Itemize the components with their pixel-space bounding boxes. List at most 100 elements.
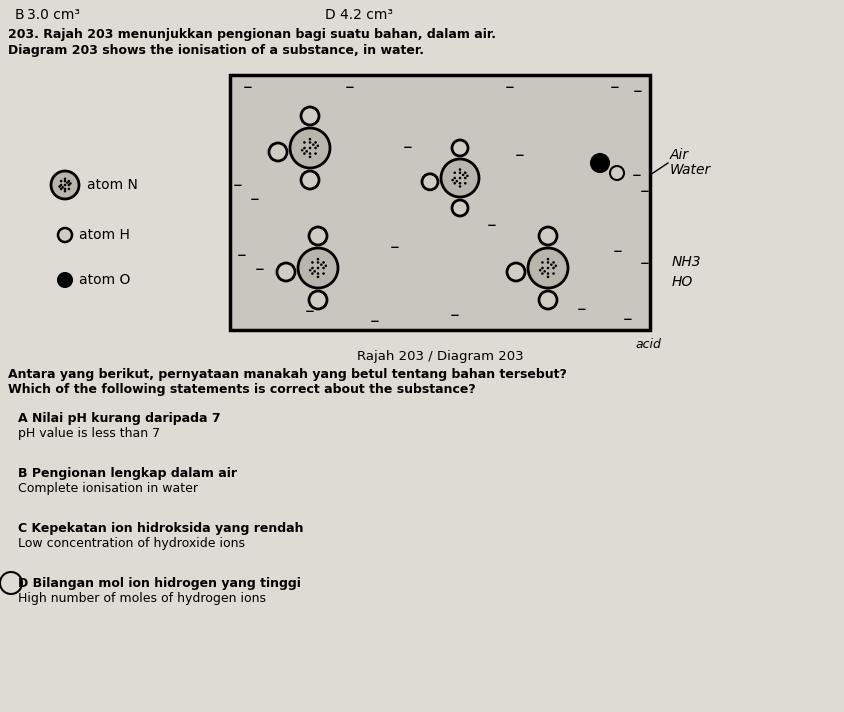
Circle shape <box>546 272 549 275</box>
Circle shape <box>458 185 461 188</box>
Text: −: − <box>632 85 642 98</box>
Circle shape <box>69 182 72 184</box>
Text: −: − <box>243 81 252 95</box>
Circle shape <box>311 261 313 263</box>
Circle shape <box>546 276 549 278</box>
Circle shape <box>305 150 307 152</box>
Circle shape <box>314 152 316 155</box>
Text: −: − <box>450 310 459 323</box>
Text: Antara yang berikut, pernyataan manakah yang betul tentang bahan tersebut?: Antara yang berikut, pernyataan manakah … <box>8 368 566 381</box>
Circle shape <box>452 140 468 156</box>
Circle shape <box>63 190 66 192</box>
Text: D Bilangan mol ion hidrogen yang tinggi: D Bilangan mol ion hidrogen yang tinggi <box>18 577 300 590</box>
Circle shape <box>63 187 66 190</box>
Text: Water: Water <box>669 163 711 177</box>
Circle shape <box>455 180 457 182</box>
Text: −: − <box>237 248 246 261</box>
Circle shape <box>58 228 72 242</box>
Circle shape <box>466 174 468 177</box>
Circle shape <box>543 270 545 273</box>
Circle shape <box>538 291 556 309</box>
Circle shape <box>506 263 524 281</box>
Text: atom H: atom H <box>78 228 130 242</box>
Circle shape <box>63 180 66 182</box>
Circle shape <box>60 180 62 182</box>
Circle shape <box>308 141 311 144</box>
Circle shape <box>528 248 567 288</box>
Text: −: − <box>390 241 399 254</box>
Circle shape <box>308 147 311 150</box>
Circle shape <box>314 147 316 150</box>
Circle shape <box>458 172 461 174</box>
Text: A Nilai pH kurang daripada 7: A Nilai pH kurang daripada 7 <box>18 412 220 425</box>
Text: −: − <box>255 263 265 276</box>
Circle shape <box>308 152 311 155</box>
Text: atom N: atom N <box>87 178 138 192</box>
Circle shape <box>554 264 556 267</box>
Circle shape <box>609 166 623 180</box>
Text: −: − <box>403 142 413 155</box>
Circle shape <box>311 143 314 146</box>
Text: C Kepekatan ion hidroksida yang rendah: C Kepekatan ion hidroksida yang rendah <box>18 522 303 535</box>
Bar <box>230 75 649 330</box>
Circle shape <box>68 187 70 190</box>
Text: −: − <box>505 80 514 93</box>
Text: −: − <box>515 149 524 162</box>
Circle shape <box>68 184 70 187</box>
Text: atom O: atom O <box>78 273 130 287</box>
Circle shape <box>453 177 456 179</box>
Circle shape <box>298 248 338 288</box>
Text: HO: HO <box>671 275 692 289</box>
Circle shape <box>316 261 319 263</box>
Circle shape <box>63 177 66 180</box>
Circle shape <box>452 200 468 216</box>
Text: −: − <box>370 315 380 328</box>
Text: High number of moles of hydrogen ions: High number of moles of hydrogen ions <box>18 592 266 605</box>
Circle shape <box>63 184 66 187</box>
Circle shape <box>316 258 319 261</box>
Circle shape <box>308 156 311 158</box>
Circle shape <box>549 263 552 266</box>
Circle shape <box>540 261 543 263</box>
Circle shape <box>309 227 327 245</box>
Circle shape <box>552 261 555 263</box>
Circle shape <box>66 182 68 184</box>
Text: −: − <box>486 219 496 231</box>
Circle shape <box>300 171 319 189</box>
Circle shape <box>540 272 543 275</box>
Circle shape <box>458 168 461 171</box>
Circle shape <box>322 261 324 263</box>
Text: −: − <box>233 179 243 192</box>
Text: −: − <box>305 305 315 318</box>
Text: Air: Air <box>669 148 689 162</box>
Circle shape <box>313 270 316 273</box>
Text: Rajah 203 / Diagram 203: Rajah 203 / Diagram 203 <box>356 350 522 363</box>
Text: −: − <box>639 256 649 270</box>
Circle shape <box>546 267 549 269</box>
Text: 4.2 cm³: 4.2 cm³ <box>339 8 392 22</box>
Text: −: − <box>631 169 641 182</box>
Circle shape <box>309 291 327 309</box>
Circle shape <box>451 179 453 182</box>
Circle shape <box>322 272 324 275</box>
Text: pH value is less than 7: pH value is less than 7 <box>18 427 160 440</box>
Text: −: − <box>609 81 619 95</box>
Text: −: − <box>639 186 649 199</box>
Circle shape <box>540 267 543 269</box>
Text: −: − <box>576 303 587 317</box>
Circle shape <box>289 128 330 168</box>
Circle shape <box>268 143 287 161</box>
Circle shape <box>311 267 313 269</box>
Circle shape <box>316 276 319 278</box>
Text: −: − <box>613 246 622 258</box>
Text: NH3: NH3 <box>671 255 701 269</box>
Circle shape <box>277 263 295 281</box>
Circle shape <box>314 141 316 144</box>
Circle shape <box>60 187 62 190</box>
Circle shape <box>463 182 466 184</box>
Text: Diagram 203 shows the ionisation of a substance, in water.: Diagram 203 shows the ionisation of a su… <box>8 44 424 57</box>
Circle shape <box>58 273 72 287</box>
Text: Low concentration of hydroxide ions: Low concentration of hydroxide ions <box>18 537 245 550</box>
Circle shape <box>552 267 555 269</box>
Text: Complete ionisation in water: Complete ionisation in water <box>18 482 197 495</box>
